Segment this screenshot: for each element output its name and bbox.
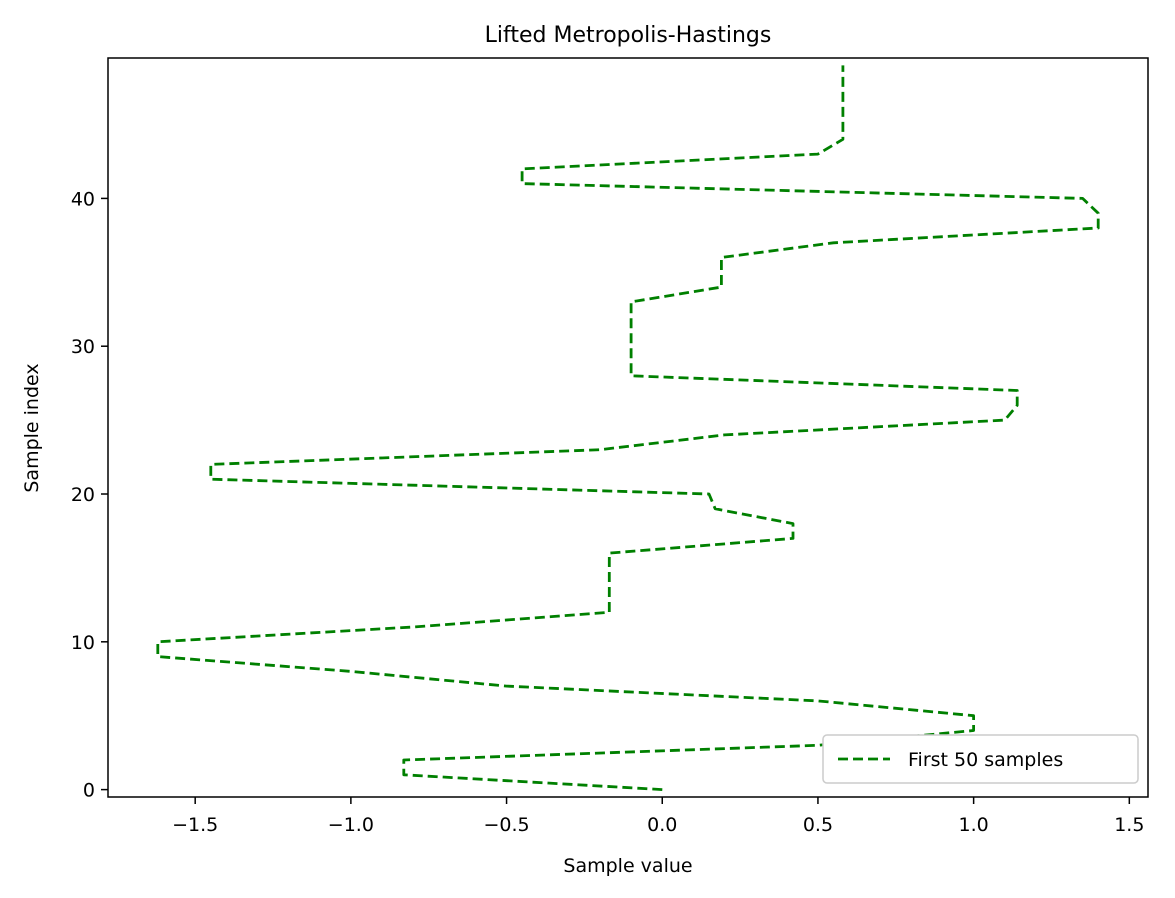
y-tick-label: 20: [71, 484, 95, 506]
legend: First 50 samples: [822, 734, 1139, 784]
x-axis-label: Sample value: [563, 855, 692, 877]
x-tick-label: −0.5: [483, 814, 529, 836]
chart-title: Lifted Metropolis-Hastings: [485, 23, 772, 48]
x-tick-label: 0.5: [803, 814, 833, 836]
x-tick-label: −1.5: [172, 814, 218, 836]
y-tick-label: 0: [83, 780, 95, 802]
y-axis-label: Sample index: [21, 363, 43, 492]
axes-frame: [107, 57, 1149, 798]
x-tick-label: 1.0: [959, 814, 989, 836]
x-tick-label: −1.0: [328, 814, 374, 836]
y-axis: 0 10 20 30 40: [71, 188, 108, 802]
x-tick-label: 0.0: [647, 814, 677, 836]
series-line-0: [156, 65, 1100, 791]
x-axis: −1.5 −1.0 −0.5 0.0 0.5 1.0 1.5: [172, 797, 1144, 836]
legend-box: [822, 734, 1139, 784]
y-tick-label: 30: [71, 336, 95, 358]
legend-label: First 50 samples: [908, 749, 1063, 771]
y-tick-label: 10: [71, 632, 95, 654]
plot-area: [156, 65, 1100, 791]
x-tick-label: 1.5: [1114, 814, 1144, 836]
y-tick-label: 40: [71, 188, 95, 210]
